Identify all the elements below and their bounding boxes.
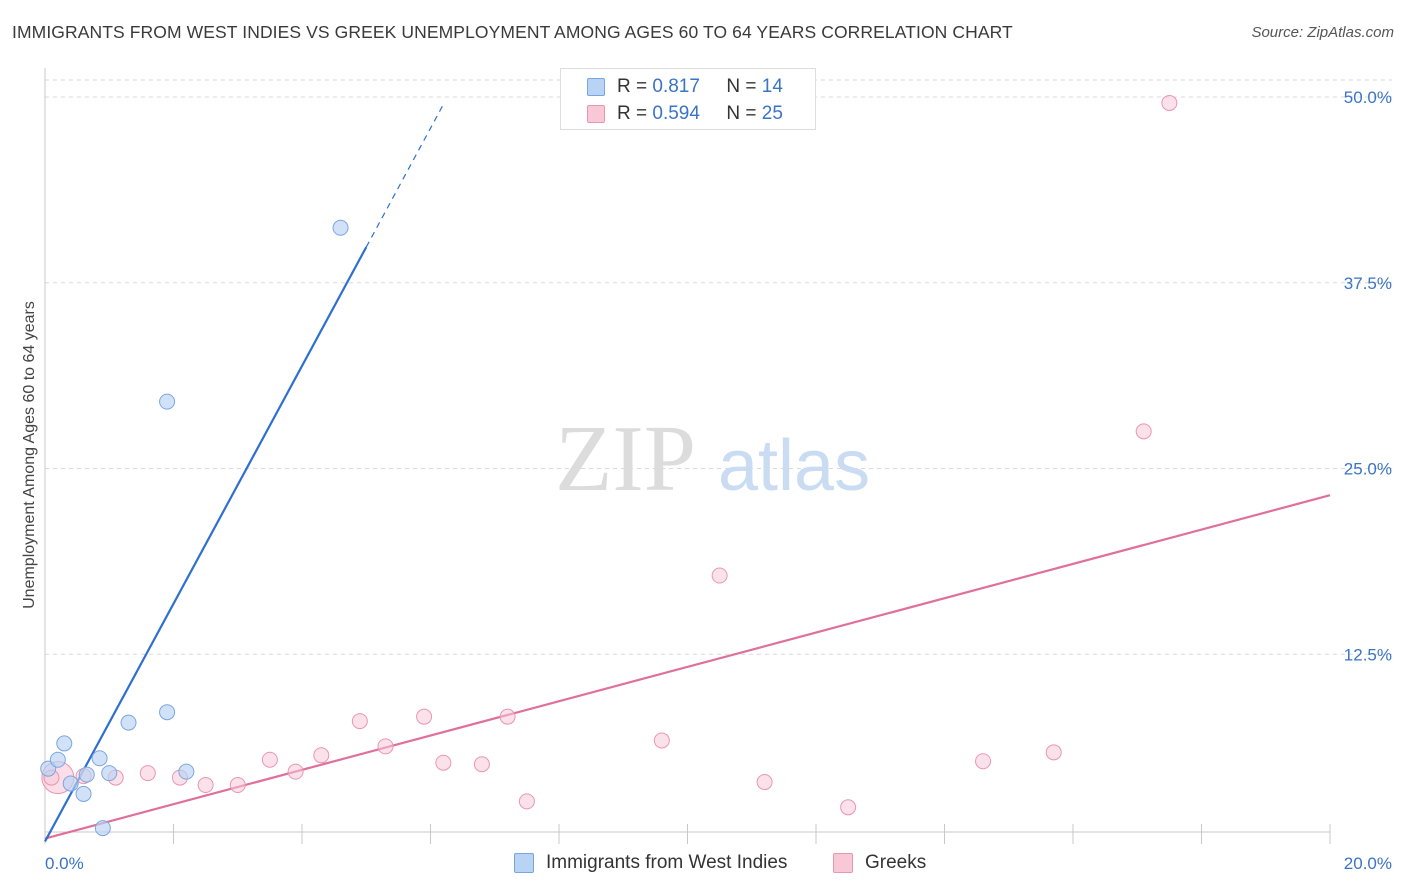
data-point-west-indies — [159, 393, 176, 410]
bottom-legend-swatch-pink — [833, 853, 853, 873]
data-point-west-indies — [49, 751, 66, 768]
trend-line-greeks — [44, 494, 1331, 840]
data-point-west-indies — [91, 750, 108, 767]
x-tick-label: 20.0% — [1344, 854, 1392, 873]
data-point-greeks — [473, 756, 490, 773]
trend-lines — [44, 104, 1331, 843]
data-point-greeks — [197, 777, 214, 794]
data-point-greeks — [416, 708, 433, 725]
legend-swatch-blue — [587, 78, 605, 96]
legend-swatch-pink — [587, 105, 605, 123]
data-point-greeks — [1135, 423, 1152, 440]
data-point-greeks — [435, 754, 452, 771]
legend-r-label: R = — [617, 76, 648, 97]
data-point-greeks — [1161, 94, 1178, 111]
y-axis-label: Unemployment Among Ages 60 to 64 years — [21, 301, 38, 609]
correlation-legend: R = 0.817 N = 14 R = 0.594 N = 25 — [560, 68, 816, 130]
data-point-west-indies — [159, 704, 176, 721]
trend-line-west-indies — [44, 246, 368, 843]
legend-row-west-indies: R = 0.817 N = 14 — [587, 74, 783, 100]
bottom-legend-label: Immigrants from West Indies — [546, 852, 788, 873]
bottom-legend-label: Greeks — [865, 852, 927, 873]
y-tick-label: 25.0% — [1344, 460, 1392, 479]
watermark-atlas: atlas — [718, 426, 870, 506]
data-point-west-indies — [120, 714, 137, 731]
source-label: Source: ZipAtlas.com — [1251, 24, 1394, 41]
legend-r-value: 0.817 — [652, 76, 700, 97]
data-point-greeks — [756, 774, 773, 791]
data-point-greeks — [351, 713, 368, 730]
data-point-west-indies — [78, 766, 95, 783]
data-point-greeks — [1045, 744, 1062, 761]
bottom-legend-swatch-blue — [514, 853, 534, 873]
tick-labels: 12.5% 25.0% 37.5% 50.0% 0.0% 20.0% — [45, 88, 1392, 873]
watermark-zip: ZIP — [555, 407, 696, 511]
data-point-greeks — [377, 738, 394, 755]
trend-line-west-indies-extension — [365, 104, 444, 248]
bottom-legend-west-indies: Immigrants from West Indies — [514, 852, 787, 874]
data-point-greeks — [711, 567, 728, 584]
chart-title: IMMIGRANTS FROM WEST INDIES VS GREEK UNE… — [12, 22, 1013, 42]
data-point-west-indies — [94, 820, 111, 837]
y-tick-label: 37.5% — [1344, 274, 1392, 293]
data-point-greeks — [518, 793, 535, 810]
legend-n-value: 14 — [761, 76, 783, 97]
legend-n-value: 25 — [761, 103, 783, 124]
data-point-greeks — [499, 708, 516, 725]
data-point-greeks — [313, 747, 330, 764]
x-tick-label: 0.0% — [45, 854, 84, 873]
data-point-greeks — [653, 732, 670, 749]
legend-r-value: 0.594 — [652, 103, 700, 124]
data-point-west-indies — [56, 735, 73, 752]
data-point-greeks — [261, 751, 278, 768]
data-point-greeks — [229, 777, 246, 794]
data-point-greeks — [840, 799, 857, 816]
legend-n-label: N = — [726, 76, 757, 97]
data-point-west-indies — [101, 765, 118, 782]
data-point-west-indies — [62, 775, 79, 792]
data-point-west-indies — [75, 785, 92, 802]
data-point-greeks — [287, 763, 304, 780]
legend-r-label: R = — [617, 103, 648, 124]
y-tick-label: 50.0% — [1344, 88, 1392, 107]
legend-row-greeks: R = 0.594 N = 25 — [587, 101, 783, 127]
bottom-legend-greeks: Greeks — [833, 852, 926, 874]
legend-n-label: N = — [726, 103, 757, 124]
data-point-greeks — [139, 765, 156, 782]
data-point-greeks — [975, 753, 992, 770]
y-tick-label: 12.5% — [1344, 645, 1392, 664]
data-points — [40, 94, 1178, 837]
data-point-west-indies — [332, 219, 349, 236]
data-point-west-indies — [178, 763, 195, 780]
